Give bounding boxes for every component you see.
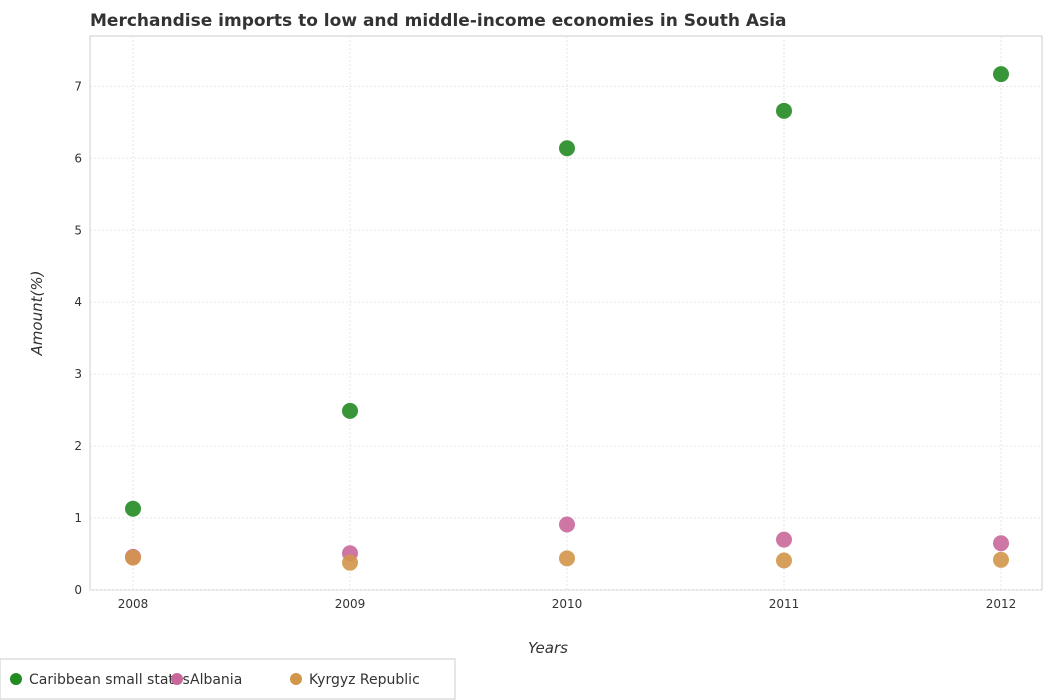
data-point xyxy=(342,554,358,571)
x-tick-label: 2012 xyxy=(986,597,1017,611)
data-point xyxy=(559,550,575,567)
data-point xyxy=(993,535,1009,552)
legend-box xyxy=(0,658,456,700)
data-point xyxy=(559,140,575,157)
y-tick-label: 7 xyxy=(74,79,82,93)
data-point xyxy=(993,551,1009,568)
y-tick-label: 0 xyxy=(74,583,82,597)
data-point xyxy=(559,516,575,533)
data-point xyxy=(776,531,792,548)
legend-marker xyxy=(171,673,183,685)
x-tick-label: 2010 xyxy=(552,597,583,611)
data-point xyxy=(342,402,358,419)
x-axis-label: Years xyxy=(528,639,568,657)
chart-title: Merchandise imports to low and middle-in… xyxy=(90,11,787,31)
data-point xyxy=(993,66,1009,83)
data-point xyxy=(125,500,141,517)
legend-label: Kyrgyz Republic xyxy=(309,672,420,688)
y-tick-label: 4 xyxy=(74,295,82,309)
y-tick-label: 3 xyxy=(74,367,82,381)
plot-area xyxy=(89,35,1043,591)
y-tick-label: 2 xyxy=(74,439,82,453)
y-tick-label: 1 xyxy=(74,511,82,525)
data-point xyxy=(125,549,141,566)
grid xyxy=(90,36,1042,591)
legend-marker xyxy=(290,673,302,685)
y-axis-label: Amount(%) xyxy=(28,271,46,357)
y-tick-label: 5 xyxy=(74,223,82,237)
y-tick-label: 6 xyxy=(74,151,82,165)
data-point xyxy=(776,552,792,569)
data-points xyxy=(125,66,1009,571)
x-axis-ticks: 2008 2009 2010 2011 2012 xyxy=(118,597,1017,611)
legend: Caribbean small states Albania Kyrgyz Repu… xyxy=(0,658,456,700)
legend-label: Caribbean small states xyxy=(29,672,190,688)
y-axis-ticks: 0 1 2 3 4 5 6 7 xyxy=(74,79,82,597)
x-tick-label: 2009 xyxy=(335,597,366,611)
legend-marker xyxy=(10,673,22,685)
data-point xyxy=(776,102,792,119)
legend-label: Albania xyxy=(190,672,242,688)
x-tick-label: 2011 xyxy=(769,597,800,611)
x-tick-label: 2008 xyxy=(118,597,149,611)
